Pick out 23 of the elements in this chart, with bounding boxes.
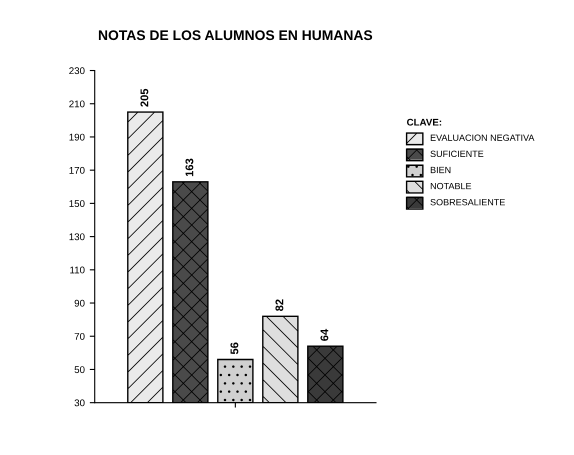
y-tick-label: 30 xyxy=(74,399,85,406)
legend-label: EVALUACION NEGATIVA xyxy=(430,134,534,141)
y-tick-label: 210 xyxy=(69,100,85,108)
legend-label: NOTABLE xyxy=(430,182,472,190)
y-tick-label: 130 xyxy=(70,233,85,240)
y-tick-label: 230 xyxy=(69,67,85,74)
y-tick-label: 110 xyxy=(70,266,85,274)
legend-label: SUFICIENTE xyxy=(430,150,484,158)
y-tick-label: 70 xyxy=(74,332,85,340)
y-tick-label: 150 xyxy=(70,200,85,208)
data-label: 56 xyxy=(230,342,238,354)
legend-title: CLAVE: xyxy=(406,118,442,126)
chart-title: NOTAS DE LOS ALUMNOS EN HUMANAS xyxy=(98,30,372,40)
y-tick-label: 50 xyxy=(74,366,85,374)
y-tick-label: 90 xyxy=(74,300,85,307)
data-label: 64 xyxy=(320,328,328,341)
y-tick-label: 190 xyxy=(70,134,85,141)
data-label: 205 xyxy=(140,88,148,107)
y-tick-label: 170 xyxy=(70,166,85,174)
legend-label: SOBRESALIENTE xyxy=(430,198,505,206)
legend-label: BIEN xyxy=(430,166,450,174)
data-label: 163 xyxy=(185,158,194,176)
data-label: 82 xyxy=(275,299,284,311)
